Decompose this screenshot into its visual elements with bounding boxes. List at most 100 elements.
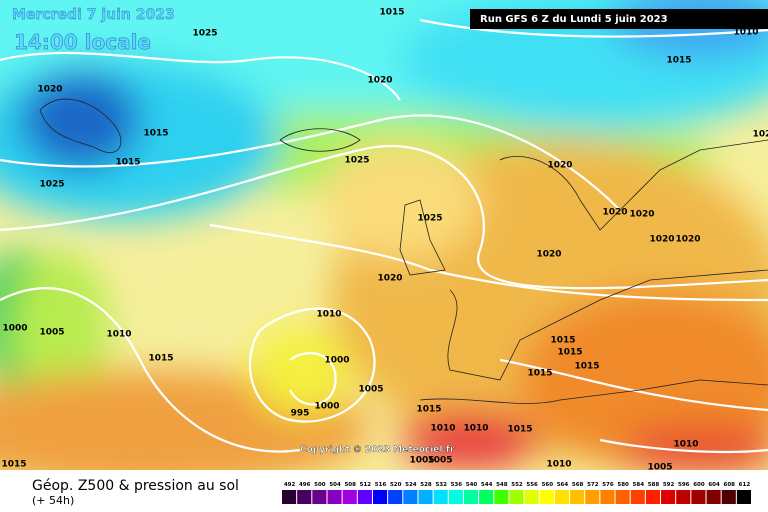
isobar-label: 1005 (358, 385, 383, 395)
scale-swatch (600, 490, 615, 504)
isobar-label: 1010 (106, 330, 131, 340)
isobar-label: 1000 (324, 356, 349, 366)
scale-label: 512 (360, 482, 372, 488)
scale-swatch (721, 490, 736, 504)
isobar-label: 1010 (316, 310, 341, 320)
scale-swatch (645, 490, 661, 504)
scale-swatch (448, 490, 463, 504)
scale-label: 504 (329, 482, 341, 488)
isobar-label: 1015 (666, 56, 691, 66)
isobar-label: 1015 (1, 460, 26, 470)
scale-label: 588 (648, 482, 660, 488)
isobar-label: 1015 (550, 336, 575, 346)
footer-lead: (+ 54h) (32, 494, 74, 507)
isobar-label: 1020 (377, 274, 402, 284)
scale-swatch (509, 490, 524, 504)
isobar-label: 1010 (430, 424, 455, 434)
isobar-label: 1000 (2, 324, 27, 334)
scale-label: 576 (602, 482, 614, 488)
isobar-label: 1015 (148, 354, 173, 364)
scale-swatch (297, 490, 312, 504)
scale-label: 524 (405, 482, 417, 488)
scale-swatch (691, 490, 706, 504)
isobar-label: 1020 (629, 210, 654, 220)
scale-swatch (357, 490, 372, 504)
scale-label: 612 (739, 482, 751, 488)
scale-label: 508 (344, 482, 356, 488)
scale-swatch (282, 490, 297, 504)
run: Run GFS 6 Z du Lundi 5 juin 2023 (480, 14, 668, 25)
scale-swatch (327, 490, 342, 504)
isobar-label: 1020 (37, 85, 62, 95)
scale-label: 496 (299, 482, 311, 488)
isobar-label: 1010 (733, 28, 758, 38)
isobar-label: 1015 (379, 8, 404, 18)
isobar-label: 1010 (673, 440, 698, 450)
scale-label: 564 (557, 482, 569, 488)
scale-label: 556 (526, 482, 538, 488)
isobar-label: 1015 (527, 369, 552, 379)
isobar-label: 1020 (367, 76, 392, 86)
scale-swatch (615, 490, 630, 504)
isobar-label: 1015 (143, 129, 168, 139)
isobar-label: 102 (753, 130, 768, 140)
scale-swatch (630, 490, 645, 504)
date: Mercredi 7 juin 2023 (12, 7, 175, 23)
scale-label: 536 (451, 482, 463, 488)
scale-swatch (661, 490, 676, 504)
scale-label: 560 (542, 482, 554, 488)
scale-swatch (524, 490, 539, 504)
isobar-label: 1015 (416, 405, 441, 415)
scale-swatch (706, 490, 721, 504)
isobar-label: 1010 (546, 460, 571, 470)
isobar-label: 1010 (463, 424, 488, 434)
scale-swatch (539, 490, 554, 504)
scale-label: 596 (678, 482, 690, 488)
scale-swatch (463, 490, 479, 504)
field (0, 0, 768, 490)
isobar-label: 1020 (675, 235, 700, 245)
isobar-label: 1015 (507, 425, 532, 435)
isobar-label: 1025 (344, 156, 369, 166)
scale-swatch (494, 490, 509, 504)
isobar-label: 1025 (417, 214, 442, 224)
scale-swatch (312, 490, 327, 504)
isobar-label: 1015 (115, 158, 140, 168)
isobars (0, 18, 768, 454)
scale-swatch (585, 490, 600, 504)
scale-swatch (736, 490, 751, 504)
scale-swatch (570, 490, 585, 504)
copyright: Copyright © 2023 Meteociel.fr (300, 445, 455, 455)
isobar-label: 1000 (314, 402, 339, 412)
scale-label: 584 (633, 482, 645, 488)
run-box (470, 9, 768, 29)
isobar-label: 1020 (536, 250, 561, 260)
isobar-label: 1020 (547, 161, 572, 171)
scale-label: 580 (617, 482, 629, 488)
scale-swatch (676, 490, 691, 504)
color-scale: 492 496 500 504 508 512 516 520 524 528 532 536 540 5… (282, 482, 751, 504)
isobar-label: 1005 (409, 456, 434, 466)
isobar-label: 1005 (427, 456, 452, 466)
scale-label: 568 (572, 482, 584, 488)
isobar-label: 1020 (602, 208, 627, 218)
scale-label: 516 (375, 482, 387, 488)
scale-label: 520 (390, 482, 402, 488)
scale-swatch (418, 490, 433, 504)
scale-swatch (403, 490, 418, 504)
scale-swatch (433, 490, 448, 504)
time: 14:00 locale (14, 30, 151, 54)
coastlines (39, 98, 768, 404)
isobar-label: 1005 (39, 328, 64, 338)
scale-label: 492 (284, 482, 296, 488)
scale-label: 532 (435, 482, 447, 488)
scale-swatch (479, 490, 494, 504)
isobar-label: 1015 (574, 362, 599, 372)
scale-swatch (554, 490, 570, 504)
scale-swatch (388, 490, 403, 504)
isobar-label: 1020 (649, 235, 674, 245)
scale-label: 548 (496, 482, 508, 488)
isobar-label: 1025 (39, 180, 64, 190)
